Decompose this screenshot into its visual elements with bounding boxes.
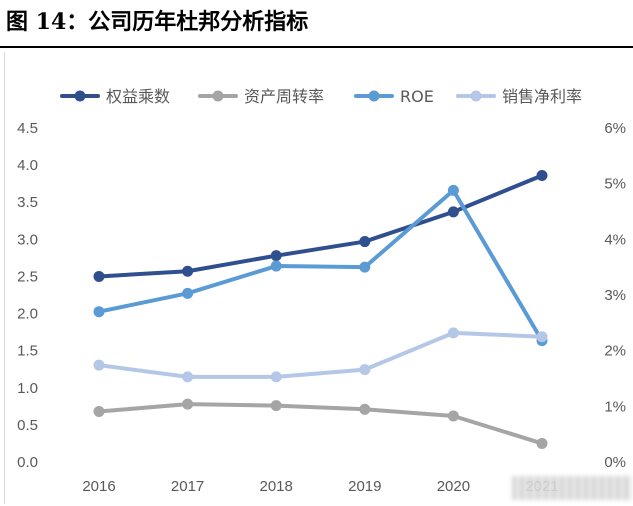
data-point [359,261,371,273]
data-point [359,364,371,376]
data-point [93,306,105,318]
x-axis: 201620172018201920202021 [82,478,558,495]
x-tick-label: 2019 [348,478,381,495]
legend-swatch-marker [470,90,482,102]
data-point [93,270,105,282]
data-point [536,331,548,343]
y-left-tick-label: 1.0 [17,380,38,397]
y-left-tick-label: 2.0 [17,306,38,323]
data-point [447,327,459,339]
data-point [447,206,459,218]
y-left-tick-label: 3.5 [17,194,38,211]
data-point [270,250,282,262]
watermark-blur [512,476,632,500]
y-right-tick-label: 3% [604,287,626,304]
data-point [447,410,459,422]
data-point [270,400,282,412]
data-point [93,406,105,418]
legend-swatch-marker [212,90,224,102]
legend-item: ROE [354,87,434,106]
data-point [359,236,371,248]
series-layer [93,170,548,449]
x-tick-label: 2018 [260,478,293,495]
legend-item: 销售净利率 [456,87,582,106]
x-tick-label: 2020 [437,478,470,495]
legend-label: 销售净利率 [502,87,582,106]
series-line [97,330,544,379]
x-tick-label: 2017 [171,478,204,495]
chart-frame [4,52,632,504]
series-2 [93,184,548,347]
legend-swatch-marker [368,90,380,102]
data-point [182,287,194,299]
data-point [93,359,105,371]
legend-label: ROE [400,87,434,106]
data-point [447,184,459,196]
y-right-tick-label: 0% [604,454,626,471]
x-tick-label: 2016 [82,478,115,495]
title-divider [0,46,633,48]
legend-item: 资产周转率 [198,87,324,106]
series-1 [93,398,548,449]
y-right-tick-label: 6% [604,120,626,137]
data-point [270,260,282,272]
series-3 [93,327,548,383]
data-point [359,403,371,415]
y-left-tick-label: 4.5 [17,120,38,137]
y-right-tick-label: 4% [604,231,626,248]
y-left-tick-label: 1.5 [17,343,38,360]
data-point [182,371,194,383]
legend-label: 权益乘数 [106,87,170,106]
y-axis-left: 0.0 0.5 1.0 1.5 2.0 2.5 3.0 3.5 4.0 4.5 [17,120,38,471]
y-left-tick-label: 3.0 [17,231,38,248]
legend-label: 资产周转率 [244,87,324,106]
figure-title: 图 14：公司历年杜邦分析指标 [6,9,309,35]
legend-swatch-marker [74,90,86,102]
series-0 [93,170,548,282]
series-line [97,188,544,343]
series-line [97,402,544,446]
y-right-tick-label: 1% [604,398,626,415]
data-point [270,371,282,383]
y-left-tick-label: 0.5 [17,417,38,434]
y-axis-right: 0% 1% 2% 3% 4% 5% 6% [604,120,626,471]
data-point [182,265,194,277]
data-point [182,398,194,410]
data-point [536,170,548,182]
y-left-tick-label: 0.0 [17,454,38,471]
data-point [536,437,548,449]
legend-item: 权益乘数 [60,87,170,106]
y-right-tick-label: 2% [604,343,626,360]
y-left-tick-label: 2.5 [17,268,38,285]
y-left-tick-label: 4.0 [17,157,38,174]
legend: 权益乘数 资产周转率 ROE 销售净利率 [60,87,582,106]
series-line [97,173,544,279]
y-right-tick-label: 5% [604,176,626,193]
